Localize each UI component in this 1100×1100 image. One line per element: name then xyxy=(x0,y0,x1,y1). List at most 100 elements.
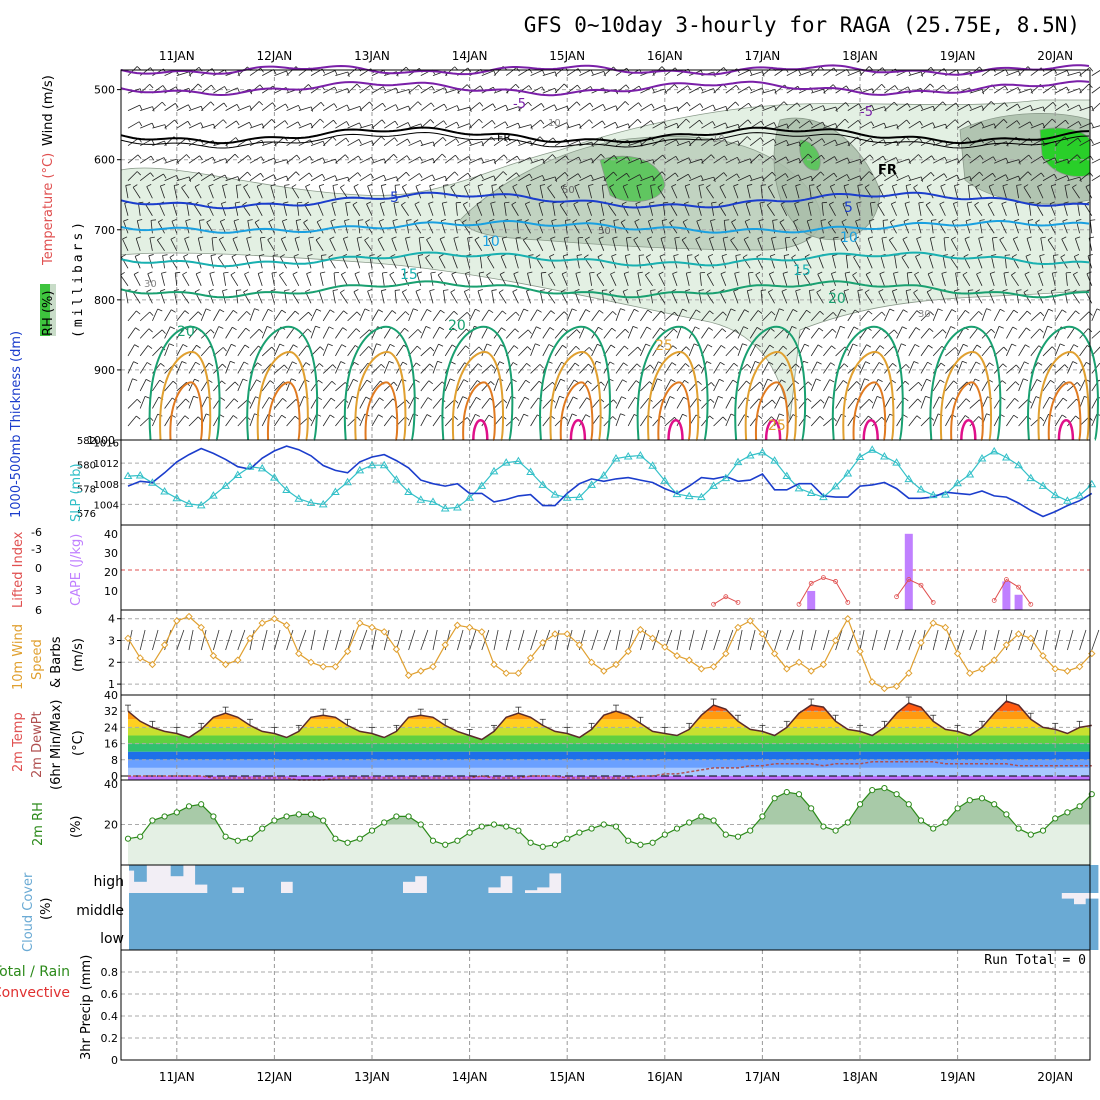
wind-barb-flag xyxy=(638,102,642,107)
wind-barb-flag xyxy=(671,289,677,292)
wind-barb-flag xyxy=(405,399,410,404)
wind-barb-flag xyxy=(578,156,582,162)
wind-barb-flag xyxy=(364,308,370,312)
wind-barb-flag xyxy=(877,379,883,382)
wind-barb-flag xyxy=(138,201,144,204)
wind-barb xyxy=(466,255,470,269)
slp-point xyxy=(1026,473,1036,482)
wind-barb-flag xyxy=(596,360,602,364)
slp-point xyxy=(965,470,975,478)
wind-barb xyxy=(1012,238,1019,251)
wind-barb xyxy=(306,273,312,286)
wind-barb xyxy=(823,345,832,357)
wind-barb xyxy=(835,141,849,147)
wind-barb-flag xyxy=(150,172,154,177)
wind-barb xyxy=(371,102,383,111)
precip-panel: 00.20.40.60.8 Run Total = 0 Total / Rain… xyxy=(0,949,1091,1067)
wind-barb xyxy=(347,83,358,94)
wind-barb-flag xyxy=(467,236,473,239)
wind-barb-flag xyxy=(807,398,812,403)
wind-barb-flag xyxy=(724,219,730,221)
wind-barb xyxy=(146,186,153,199)
wind-barb-flag xyxy=(953,201,959,204)
wind-barb xyxy=(506,106,519,112)
wind-barb-flag xyxy=(490,381,495,386)
wind-barb xyxy=(706,274,714,287)
wind-barb-10m xyxy=(213,629,220,651)
wind-barb-flag xyxy=(785,236,791,239)
wind-barb xyxy=(261,397,270,409)
wind-barb-flag xyxy=(499,271,505,275)
wind-barb xyxy=(1000,221,1007,234)
wind-barb-flag xyxy=(990,271,996,274)
wind-barb-flag xyxy=(370,173,374,179)
wind-barb xyxy=(847,381,857,392)
wind-barb xyxy=(943,237,946,251)
wind-barb-flag xyxy=(478,118,483,124)
wind-barb-flag xyxy=(523,413,529,417)
wind-barb-flag xyxy=(456,121,460,127)
wind-barb-flag xyxy=(346,121,350,126)
cloud-low-bar xyxy=(304,921,318,950)
wind-barb-flag xyxy=(504,201,510,204)
wind-barb xyxy=(560,186,568,199)
wind-barb xyxy=(1054,343,1061,357)
wind-ylabel-unit: (m/s) xyxy=(71,638,86,672)
wind-barb-flag xyxy=(792,236,798,240)
wind-barb xyxy=(298,106,312,112)
wind-barb-flag xyxy=(1002,289,1008,292)
wind-barb-flag xyxy=(699,119,703,125)
wind-barb-flag xyxy=(331,201,337,204)
wind-barb xyxy=(993,85,1006,94)
wind-barb xyxy=(384,104,396,111)
wind-barb-flag xyxy=(475,413,480,417)
wind-barb xyxy=(225,327,233,339)
wind-barb xyxy=(769,255,775,269)
rh-area-fill xyxy=(128,788,1092,865)
wind-barb xyxy=(469,346,480,357)
lifted-index-point xyxy=(735,599,741,605)
wind-barb-flag xyxy=(882,155,887,161)
wind-barb xyxy=(1054,414,1063,427)
wind-barb xyxy=(530,326,537,339)
wind-barb-flag xyxy=(852,343,858,347)
wind-barb xyxy=(262,174,274,182)
rh-point xyxy=(185,803,193,810)
cloud-low-bar xyxy=(231,921,245,950)
temperature-contour xyxy=(120,280,1089,299)
wind-barb xyxy=(994,69,1006,76)
wind-barb xyxy=(304,204,312,216)
wind-barb xyxy=(1079,67,1090,76)
cloud-middle-bar xyxy=(426,893,440,921)
wind-barb-flag xyxy=(609,289,615,293)
wind-barb-flag xyxy=(542,158,545,164)
cloud-middle-bar xyxy=(402,893,416,921)
wind-barb-flag xyxy=(341,271,346,275)
wind-barb xyxy=(640,159,654,164)
wind-barb xyxy=(603,155,615,164)
wind-barb xyxy=(566,329,577,339)
cloud-middle-bar xyxy=(1000,893,1013,921)
wind-barb-flag xyxy=(624,328,630,334)
wind-speed-point xyxy=(282,621,291,629)
wind-barb-flag xyxy=(285,103,289,109)
wind-barb-flag xyxy=(321,174,326,179)
lifted-index-point xyxy=(1028,601,1034,607)
wind-barb-flag xyxy=(962,360,968,364)
wind-barb-flag xyxy=(322,157,326,163)
wind-barb-flag xyxy=(340,361,346,364)
contour-25 xyxy=(647,351,700,441)
wind-barb-flag xyxy=(1036,201,1042,205)
wind-barb-flag xyxy=(871,104,875,110)
cloud-high-bar xyxy=(353,865,367,893)
wind-barb xyxy=(139,311,150,322)
rh-point xyxy=(905,801,912,808)
wind-barb-flag xyxy=(197,311,203,316)
cloud-low-bar xyxy=(341,921,355,950)
wind-barb-flag xyxy=(821,138,826,144)
wind-barb xyxy=(719,291,727,304)
wind-speed-point xyxy=(746,617,754,625)
wind-barb xyxy=(969,327,979,339)
wind-barb xyxy=(652,310,662,322)
slp-point xyxy=(599,471,609,479)
